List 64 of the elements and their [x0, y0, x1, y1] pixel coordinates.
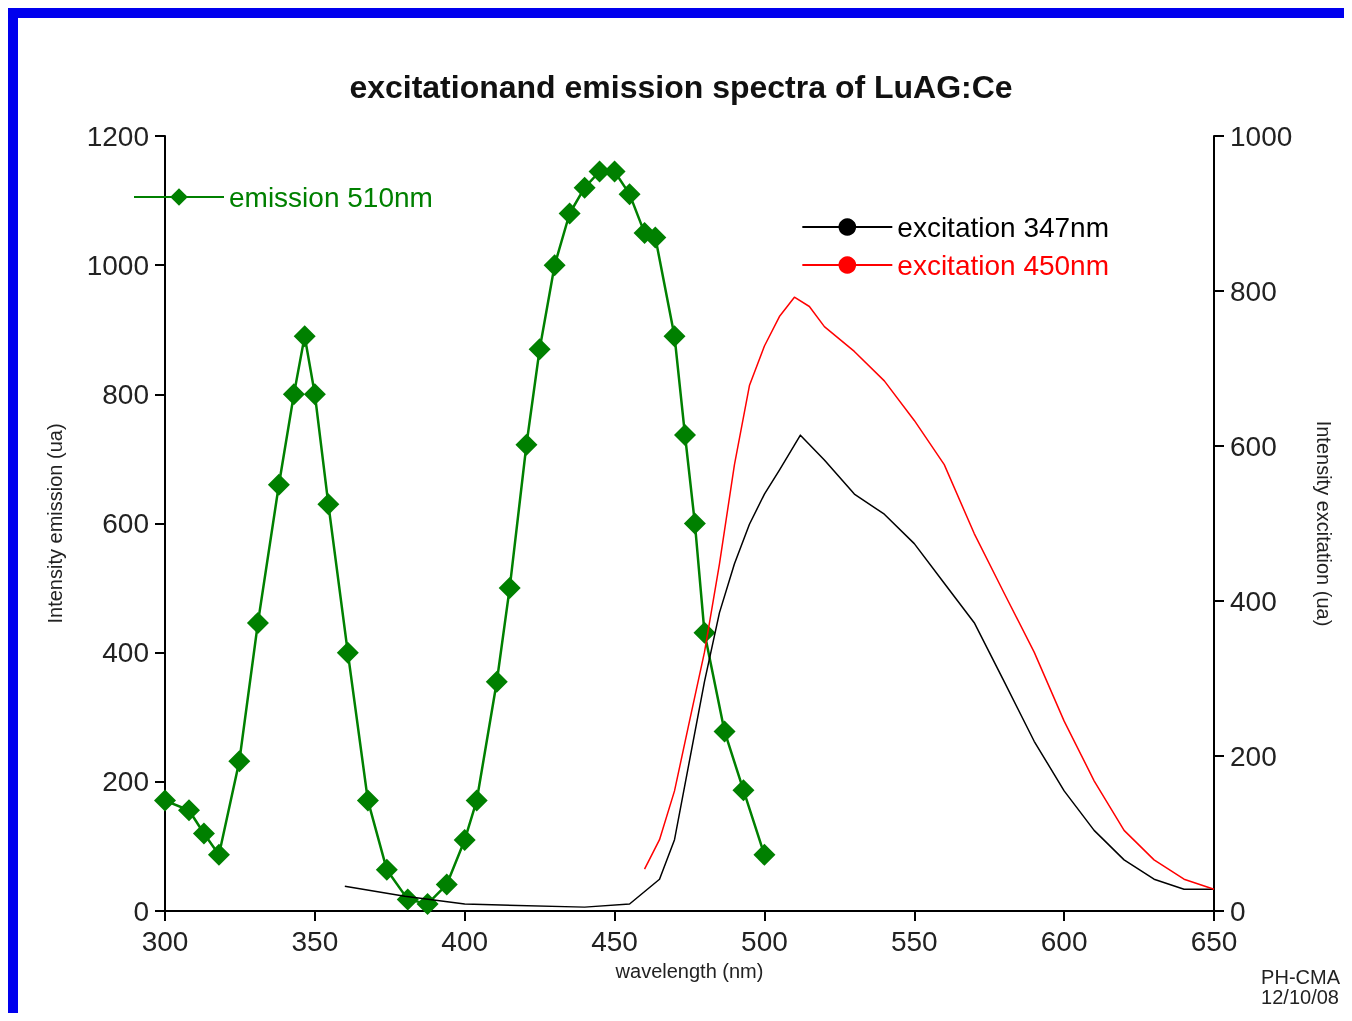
x-tick-label: 300: [141, 925, 189, 957]
legend-label: emission 510nm: [229, 181, 433, 213]
x-tick-label: 650: [1190, 925, 1238, 957]
point: [663, 325, 686, 348]
point: [618, 183, 641, 206]
y-tick-label: 200: [102, 766, 149, 798]
y2-tick-label: 0: [1230, 895, 1246, 927]
text: PH-CMA 12/10/08: [1261, 966, 1341, 1008]
point: [303, 383, 326, 406]
point: [485, 670, 508, 693]
point: [154, 789, 176, 812]
legend-label: excitation 450nm: [897, 249, 1110, 281]
point: [453, 828, 476, 851]
y2-tick-label: 200: [1230, 740, 1277, 772]
x-tick-label: 400: [441, 925, 489, 957]
point: [293, 325, 316, 348]
line-series: [643, 296, 1215, 891]
x-tick-label: 450: [591, 925, 638, 957]
point: [356, 789, 379, 812]
y-tick-label: 800: [102, 378, 149, 410]
legend-label: excitation 347nm: [897, 211, 1110, 243]
chart-title: excitationand emission spectra of LuAG:Ce: [349, 69, 1013, 105]
point: [753, 843, 776, 866]
point: [528, 338, 551, 361]
point: [435, 873, 458, 896]
x-axis-title: wavelength (nm): [614, 960, 764, 982]
point: [267, 473, 290, 496]
point: [207, 843, 230, 866]
point: [674, 424, 696, 447]
point: [644, 226, 667, 249]
point: [498, 577, 521, 600]
point: [246, 611, 269, 634]
x-tick-label: 350: [291, 925, 339, 957]
point: [558, 202, 581, 225]
point: [465, 789, 488, 812]
point: [732, 779, 755, 802]
point: [192, 822, 215, 845]
point: [693, 621, 716, 644]
point: [282, 383, 305, 406]
point: [375, 858, 398, 881]
y-tick-label: 400: [102, 637, 149, 669]
point: [543, 254, 566, 277]
point: [336, 641, 359, 664]
point: [713, 720, 736, 743]
x-tick-label: 600: [1040, 925, 1088, 957]
point: [416, 892, 439, 915]
y2-axis-title: Intensity excitation (ua): [1313, 420, 1335, 627]
x-tick-label: 500: [741, 925, 788, 957]
y2-tick-label: 1000: [1230, 120, 1293, 152]
y2-tick-label: 600: [1230, 430, 1277, 462]
point: [177, 799, 200, 822]
point: [317, 493, 340, 516]
point: [228, 750, 251, 773]
y-tick-label: 1000: [86, 249, 149, 281]
y2-tick-label: 400: [1230, 585, 1277, 617]
y-tick-label: 0: [133, 895, 149, 927]
y2-tick-label: 800: [1230, 275, 1277, 307]
y-tick-label: 1200: [86, 120, 149, 152]
point: [515, 433, 538, 456]
point: [683, 512, 706, 535]
point: [573, 176, 596, 199]
y-tick-label: 600: [102, 508, 149, 539]
x-tick-label: 550: [890, 925, 938, 957]
y-axis-title: Intensity emission (ua): [44, 423, 66, 624]
